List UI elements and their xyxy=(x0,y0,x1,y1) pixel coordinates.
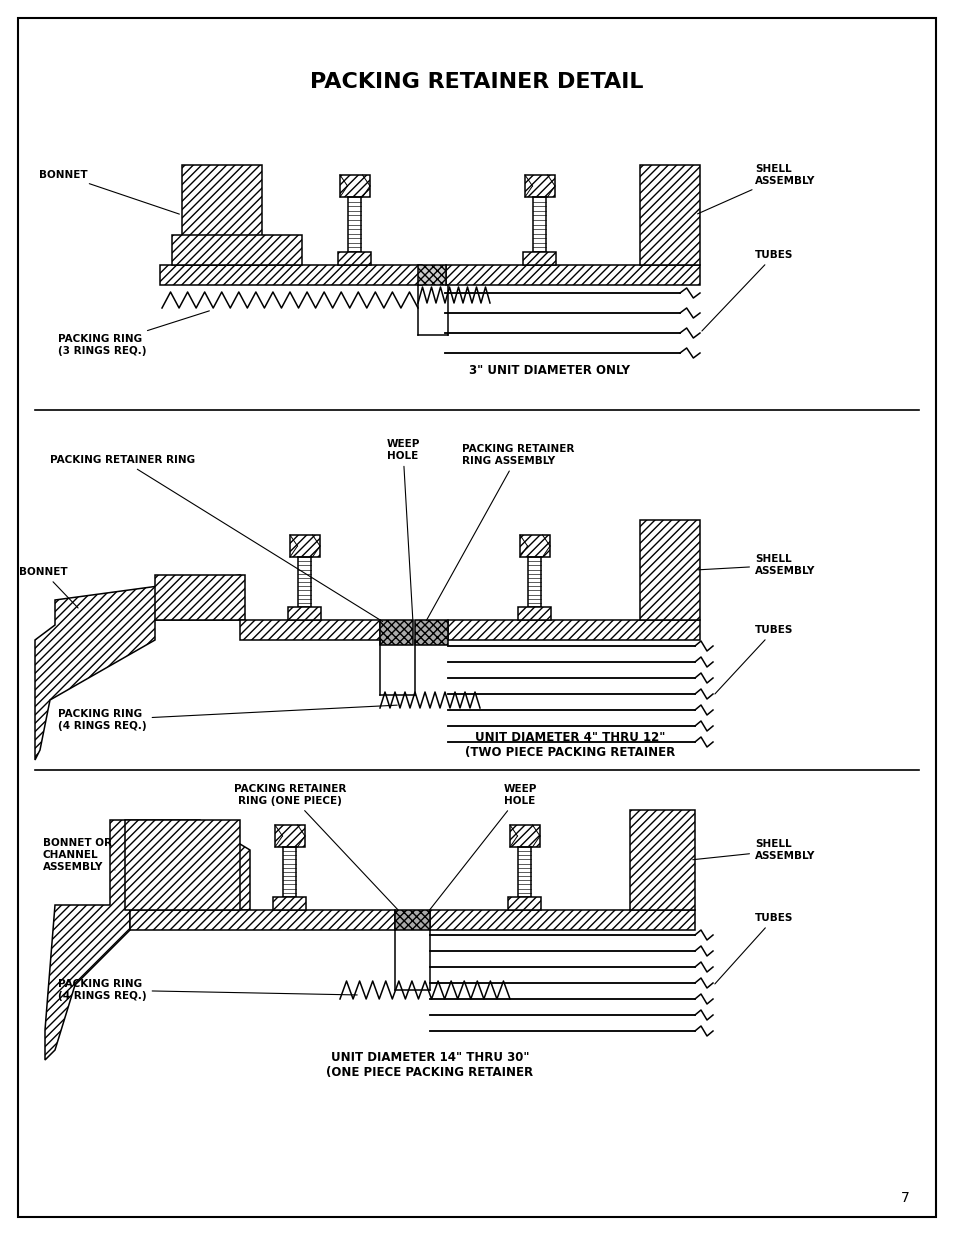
Bar xyxy=(448,620,700,640)
Bar xyxy=(274,897,306,910)
Bar xyxy=(274,825,305,847)
Bar xyxy=(395,910,430,930)
Polygon shape xyxy=(45,820,250,1060)
Bar xyxy=(446,266,700,285)
Text: BONNET: BONNET xyxy=(19,567,78,608)
Bar xyxy=(639,520,700,620)
Bar xyxy=(510,825,539,847)
Bar xyxy=(182,165,262,266)
Text: PACKING RING
(3 RINGS REQ.): PACKING RING (3 RINGS REQ.) xyxy=(58,311,209,356)
Bar xyxy=(338,252,371,266)
Text: UNIT DIAMETER 4" THRU 12"
(TWO PIECE PACKING RETAINER: UNIT DIAMETER 4" THRU 12" (TWO PIECE PAC… xyxy=(464,731,675,760)
Bar xyxy=(417,266,446,285)
Bar xyxy=(519,535,550,557)
Text: TUBES: TUBES xyxy=(714,913,793,984)
Bar xyxy=(130,910,395,930)
Text: PACKING RETAINER RING: PACKING RETAINER RING xyxy=(50,454,382,621)
Text: TUBES: TUBES xyxy=(701,249,793,331)
Bar xyxy=(639,165,700,266)
Text: PACKING RING
(4 RINGS REQ.): PACKING RING (4 RINGS REQ.) xyxy=(58,705,396,731)
Bar xyxy=(430,910,695,930)
Bar xyxy=(125,820,240,910)
Text: PACKING RETAINER
RING ASSEMBLY: PACKING RETAINER RING ASSEMBLY xyxy=(426,445,574,620)
Text: 3" UNIT DIAMETER ONLY: 3" UNIT DIAMETER ONLY xyxy=(469,363,630,377)
Text: 7: 7 xyxy=(901,1191,909,1205)
Text: PACKING RING
(4 RINGS REQ.): PACKING RING (4 RINGS REQ.) xyxy=(58,979,356,1000)
Bar xyxy=(288,606,321,620)
Polygon shape xyxy=(35,576,240,760)
Bar xyxy=(524,175,555,198)
Text: PACKING RETAINER DETAIL: PACKING RETAINER DETAIL xyxy=(310,72,643,91)
Bar xyxy=(240,620,379,640)
Text: SHELL
ASSEMBLY: SHELL ASSEMBLY xyxy=(692,840,815,861)
Text: PACKING RETAINER
RING (ONE PIECE): PACKING RETAINER RING (ONE PIECE) xyxy=(233,784,397,910)
Text: SHELL
ASSEMBLY: SHELL ASSEMBLY xyxy=(697,164,815,214)
Text: UNIT DIAMETER 14" THRU 30"
(ONE PIECE PACKING RETAINER: UNIT DIAMETER 14" THRU 30" (ONE PIECE PA… xyxy=(326,1051,533,1079)
Bar xyxy=(518,606,551,620)
Bar xyxy=(172,235,302,266)
Bar xyxy=(523,252,556,266)
Bar xyxy=(160,266,421,285)
Bar xyxy=(415,620,448,645)
Text: TUBES: TUBES xyxy=(714,625,793,694)
Text: WEEP
HOLE: WEEP HOLE xyxy=(429,784,537,910)
Text: BONNET OR
CHANNEL
ASSEMBLY: BONNET OR CHANNEL ASSEMBLY xyxy=(43,839,115,872)
Bar xyxy=(290,535,319,557)
Bar xyxy=(154,576,245,620)
Bar xyxy=(629,810,695,910)
Text: BONNET: BONNET xyxy=(39,170,179,214)
Text: WEEP
HOLE: WEEP HOLE xyxy=(386,440,419,620)
Bar xyxy=(339,175,370,198)
Bar xyxy=(379,620,413,645)
Text: SHELL
ASSEMBLY: SHELL ASSEMBLY xyxy=(697,555,815,576)
Bar xyxy=(508,897,541,910)
